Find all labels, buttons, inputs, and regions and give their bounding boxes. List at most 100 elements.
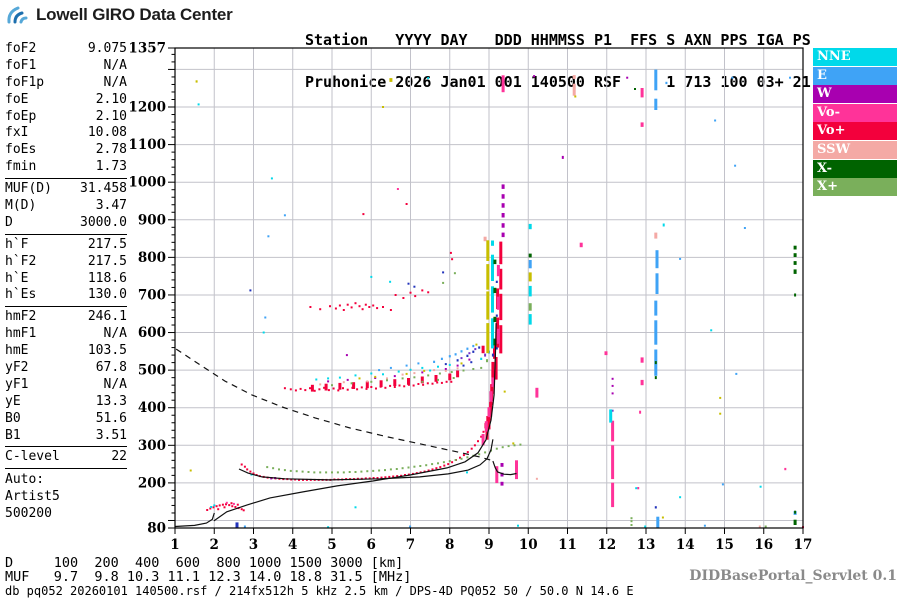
param-label: h`F2 bbox=[5, 253, 37, 269]
echo-points bbox=[189, 69, 804, 529]
param-value: N/A bbox=[103, 326, 127, 342]
servlet-version-label: DIDBasePortal_Servlet 0.1 bbox=[689, 568, 897, 584]
x-tick-label: 12 bbox=[597, 537, 616, 553]
param-row: C-level 22 bbox=[5, 449, 127, 466]
param-row: hmF2 246.1 bbox=[5, 309, 127, 326]
legend-item-w: W bbox=[813, 85, 897, 104]
param-label: yF2 bbox=[5, 360, 29, 376]
param-label: foEp bbox=[5, 108, 37, 124]
param-value: 103.5 bbox=[87, 343, 127, 359]
param-label: B0 bbox=[5, 410, 21, 426]
param-value: N/A bbox=[103, 74, 127, 90]
param-row: h`Es 130.0 bbox=[5, 287, 127, 304]
x-tick-label: 4 bbox=[288, 537, 297, 553]
param-row: hmE 103.5 bbox=[5, 343, 127, 360]
x-tick-label: 2 bbox=[210, 537, 219, 553]
y-tick-label: 900 bbox=[138, 212, 166, 228]
param-value: 51.6 bbox=[95, 410, 127, 426]
param-label: B1 bbox=[5, 427, 21, 443]
param-value: 3000.0 bbox=[80, 214, 127, 230]
y-tick-label: 1357 bbox=[128, 41, 166, 57]
param-row: foEp 2.10 bbox=[5, 109, 127, 126]
param-row: foF1p N/A bbox=[5, 75, 127, 92]
param-label: M(D) bbox=[5, 198, 37, 214]
y-tick-label: 300 bbox=[138, 438, 166, 454]
param-label: yE bbox=[5, 393, 21, 409]
legend-item-nne: NNE bbox=[813, 48, 897, 66]
param-value: 2.10 bbox=[95, 108, 127, 124]
param-label: fxI bbox=[5, 125, 29, 141]
param-label: fmin bbox=[5, 159, 37, 175]
x-tick-label: 14 bbox=[676, 537, 695, 553]
station-header: Station YYYY DAY DDD HHMMSS P1 FFS S AXN… bbox=[305, 5, 811, 117]
d-row: D 100 200 400 600 800 1000 1500 3000 [km… bbox=[5, 555, 404, 571]
param-label: D bbox=[5, 214, 13, 230]
param-value: 67.8 bbox=[95, 360, 127, 376]
x-tick-label: 10 bbox=[519, 537, 538, 553]
e-trace bbox=[174, 512, 215, 528]
y-tick-label: 80 bbox=[147, 521, 166, 537]
y-tick-label: 200 bbox=[138, 475, 166, 491]
param-separator bbox=[5, 468, 127, 470]
x-axis bbox=[174, 528, 804, 534]
param-row: h`E 118.6 bbox=[5, 271, 127, 288]
param-value: 1.73 bbox=[95, 159, 127, 175]
giro-wave-icon bbox=[7, 6, 28, 24]
param-value: 22 bbox=[111, 449, 127, 465]
param-separator bbox=[5, 306, 127, 308]
hook bbox=[492, 460, 517, 476]
param-row: yF2 67.8 bbox=[5, 360, 127, 377]
x-tick-label: 6 bbox=[367, 537, 376, 553]
status-line: db pq052 20260101 140500.rsf / 214fx512h… bbox=[5, 584, 634, 598]
param-row: B0 51.6 bbox=[5, 411, 127, 428]
header-columns: Station YYYY DAY DDD HHMMSS P1 FFS S AXN… bbox=[305, 31, 811, 49]
param-value: 10.08 bbox=[87, 125, 127, 141]
y-tick-label: 500 bbox=[138, 363, 166, 379]
param-value: 130.0 bbox=[87, 287, 127, 303]
param-value: 13.3 bbox=[95, 393, 127, 409]
trace-curves bbox=[174, 323, 517, 528]
y-tick-label: 600 bbox=[138, 325, 166, 341]
param-row: fmin 1.73 bbox=[5, 159, 127, 176]
legend-item-x: X- bbox=[813, 159, 897, 178]
param-row: h`F2 217.5 bbox=[5, 254, 127, 271]
param-label: foF1 bbox=[5, 57, 37, 73]
header-values: Pruhonice 2026 Jan01 001 140500 RSF 1 71… bbox=[305, 73, 811, 91]
param-label: hmF1 bbox=[5, 326, 37, 342]
param-row: h`F 217.5 bbox=[5, 237, 127, 254]
param-row: hmF1 N/A bbox=[5, 326, 127, 343]
param-value: 3.51 bbox=[95, 427, 127, 443]
legend-item-x: X+ bbox=[813, 178, 897, 197]
legend-item-vo: Vo- bbox=[813, 103, 897, 122]
param-label: hmF2 bbox=[5, 309, 37, 325]
param-label: h`F bbox=[5, 236, 29, 252]
param-value: 3.47 bbox=[95, 198, 127, 214]
muf-row: MUF 9.7 9.8 10.3 11.1 12.3 14.0 18.8 31.… bbox=[5, 569, 412, 585]
x-tick-label: 1 bbox=[170, 537, 179, 553]
y-tick-label: 800 bbox=[138, 250, 166, 266]
y-axis bbox=[168, 47, 175, 529]
param-value: 118.6 bbox=[87, 270, 127, 286]
y-tick-label: 1000 bbox=[128, 175, 166, 191]
x-tick-label: 3 bbox=[249, 537, 258, 553]
legend-item-vo: Vo+ bbox=[813, 122, 897, 141]
param-label: hmE bbox=[5, 343, 29, 359]
x-tick-label: 15 bbox=[715, 537, 734, 553]
param-separator bbox=[5, 446, 127, 448]
y-tick-label: 400 bbox=[138, 400, 166, 416]
y-axis-labels: 1357 1200 1100 1000 900 800 700 600 500 400 300 200… bbox=[128, 41, 166, 537]
param-separator bbox=[5, 178, 127, 180]
x-tick-label: 11 bbox=[558, 537, 577, 553]
y-tick-label: 700 bbox=[138, 288, 166, 304]
scaled-parameters-panel: foF2 9.075 foF1 N/A foF1p N/A foE 2.10 foEp 2.10 f… bbox=[5, 41, 127, 522]
x-tick-label: 5 bbox=[327, 537, 336, 553]
param-value: 217.5 bbox=[87, 236, 127, 252]
x-tick-label: 9 bbox=[484, 537, 493, 553]
param-value: 2.10 bbox=[95, 91, 127, 107]
autoscaling-info: Auto: bbox=[5, 472, 45, 488]
legend-item-e: E bbox=[813, 66, 897, 85]
param-value: 9.075 bbox=[87, 41, 127, 56]
param-value: 217.5 bbox=[87, 253, 127, 269]
param-row: foF1 N/A bbox=[5, 58, 127, 75]
